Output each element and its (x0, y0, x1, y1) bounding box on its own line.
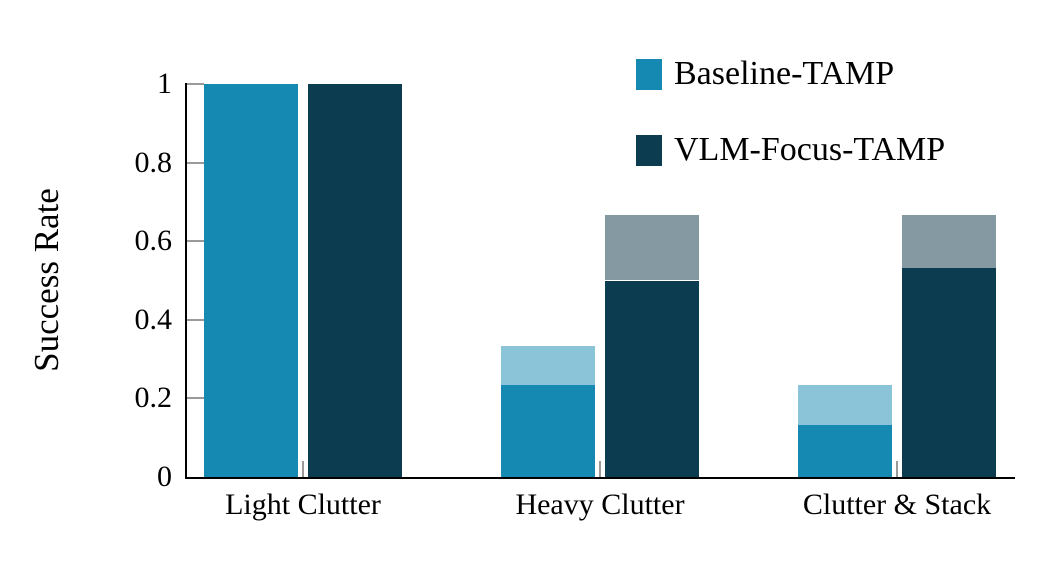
legend-item: Baseline-TAMP (636, 57, 945, 91)
y-tick-mark (187, 83, 204, 85)
y-tick-mark (187, 161, 204, 164)
x-axis-label: Light Clutter (225, 488, 381, 521)
legend-item: VLM-Focus-TAMP (636, 133, 945, 167)
y-tick-label: 0 (157, 460, 172, 493)
legend-label: VLM-Focus-TAMP (674, 131, 946, 168)
y-tick-label: 0.4 (134, 302, 173, 336)
y-tick-mark (187, 240, 204, 243)
bar-cap-vlm-focus-tamp-heavy-clutter (605, 214, 699, 281)
y-tick-mark (187, 318, 204, 321)
legend-label: Baseline-TAMP (674, 55, 895, 92)
x-tick-mark (302, 461, 304, 477)
y-tick-label: 0.2 (134, 381, 173, 415)
y-tick-label: 0.6 (134, 224, 173, 258)
bar-cap-baseline-tamp-clutter-stack (798, 385, 892, 425)
legend: Baseline-TAMP VLM-Focus-TAMP (636, 57, 945, 209)
legend-swatch-vlm-focus-tamp (636, 134, 662, 166)
y-axis-line (185, 83, 187, 479)
y-axis-title: Success Rate (27, 188, 66, 372)
bar-baseline-tamp-clutter-stack (798, 424, 892, 477)
bar-baseline-tamp-light-clutter (204, 84, 298, 477)
bar-baseline-tamp-heavy-clutter (501, 385, 595, 477)
x-tick-mark (599, 461, 601, 477)
bar-cap-vlm-focus-tamp-clutter-stack (902, 214, 996, 268)
bar-vlm-focus-tamp-clutter-stack (902, 267, 996, 477)
x-tick-mark (896, 461, 898, 477)
bar-vlm-focus-tamp-heavy-clutter (605, 280, 699, 477)
x-axis-label: Clutter & Stack (802, 488, 992, 521)
x-axis-label: Heavy Clutter (515, 488, 685, 521)
x-axis-line (185, 477, 1015, 479)
bar-cap-baseline-tamp-heavy-clutter (501, 346, 595, 386)
legend-swatch-baseline-tamp (636, 58, 662, 90)
y-tick-label: 0.8 (134, 145, 173, 179)
y-tick-label: 1 (157, 67, 172, 100)
bar-vlm-focus-tamp-light-clutter (308, 84, 402, 477)
y-tick-mark (187, 397, 204, 400)
